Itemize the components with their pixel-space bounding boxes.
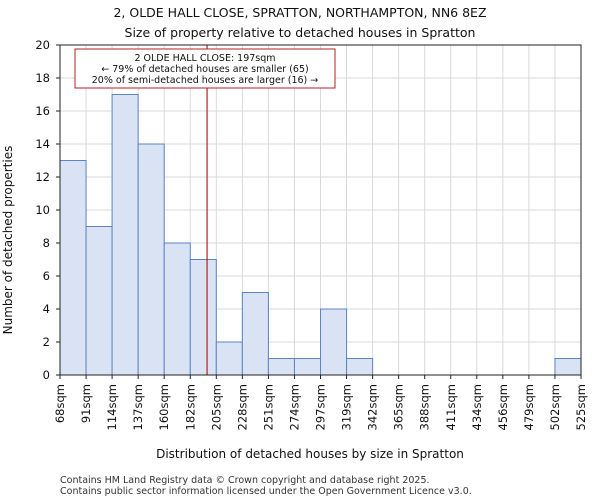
bar <box>215 341 243 376</box>
bar <box>320 308 348 376</box>
bar <box>293 358 322 376</box>
y-axis-ticks: 0 2 4 6 8 10 12 14 16 18 20 <box>35 38 60 382</box>
y-tick-label: 4 <box>43 302 50 316</box>
x-tick-label: 91sqm <box>79 384 93 423</box>
bar <box>241 292 269 376</box>
x-tick-label: 456sqm <box>496 384 510 430</box>
x-tick-label: 502sqm <box>548 384 562 430</box>
x-tick-label: 228sqm <box>235 384 249 430</box>
y-tick-label: 18 <box>35 71 50 85</box>
y-tick-label: 12 <box>35 170 50 184</box>
x-tick-label: 388sqm <box>418 384 432 430</box>
bar <box>163 242 191 376</box>
x-tick-label: 114sqm <box>105 384 119 430</box>
x-tick-label: 411sqm <box>444 384 458 430</box>
footer-line-1: Contains HM Land Registry data © Crown c… <box>60 475 430 486</box>
footer-line-2: Contains public sector information licen… <box>60 486 472 497</box>
bar <box>111 94 139 376</box>
x-tick-label: 525sqm <box>574 384 588 430</box>
x-tick-label: 434sqm <box>470 384 484 430</box>
bar <box>137 143 165 376</box>
x-tick-label: 342sqm <box>366 384 380 430</box>
x-axis-label: Distribution of detached houses by size … <box>156 447 464 461</box>
y-tick-label: 14 <box>35 137 50 151</box>
chart-title: 2, OLDE HALL CLOSE, SPRATTON, NORTHAMPTO… <box>113 5 486 20</box>
y-tick-label: 2 <box>43 335 50 349</box>
x-tick-label: 319sqm <box>340 384 354 430</box>
annotation-frame <box>74 48 336 89</box>
y-axis-label: Number of detached properties <box>1 146 15 335</box>
x-axis-ticks: 68sqm 91sqm 114sqm 137sqm 160sqm 182sqm 205sqm… <box>53 375 588 430</box>
bar <box>59 160 87 376</box>
bar <box>85 226 113 376</box>
annotation-box: 2 OLDE HALL CLOSE: 197sqm ← 79% of detac… <box>74 48 336 89</box>
y-tick-label: 20 <box>35 38 50 52</box>
y-tick-label: 16 <box>35 104 50 118</box>
bars <box>59 94 582 376</box>
y-tick-label: 10 <box>35 203 50 217</box>
chart-subtitle: Size of property relative to detached ho… <box>125 25 476 40</box>
annotation-line-1: 2 OLDE HALL CLOSE: 197sqm <box>134 53 275 64</box>
annotation-line-3: 20% of semi-detached houses are larger (… <box>92 75 319 86</box>
x-tick-label: 68sqm <box>53 384 67 423</box>
x-tick-label: 479sqm <box>522 384 536 430</box>
bar <box>267 358 295 376</box>
x-tick-label: 297sqm <box>314 384 328 430</box>
bar <box>189 259 217 376</box>
y-tick-label: 8 <box>43 236 50 250</box>
x-tick-label: 274sqm <box>287 384 301 430</box>
x-tick-label: 251sqm <box>261 384 275 430</box>
bar <box>346 358 374 376</box>
y-tick-label: 0 <box>43 368 50 382</box>
x-tick-label: 160sqm <box>157 384 171 430</box>
x-tick-label: 365sqm <box>392 384 406 430</box>
y-tick-label: 6 <box>43 269 50 283</box>
annotation-line-2: ← 79% of detached houses are smaller (65… <box>101 64 308 75</box>
x-tick-label: 205sqm <box>209 384 223 430</box>
x-tick-label: 182sqm <box>183 384 197 430</box>
bar <box>554 358 582 376</box>
x-tick-label: 137sqm <box>131 384 145 430</box>
